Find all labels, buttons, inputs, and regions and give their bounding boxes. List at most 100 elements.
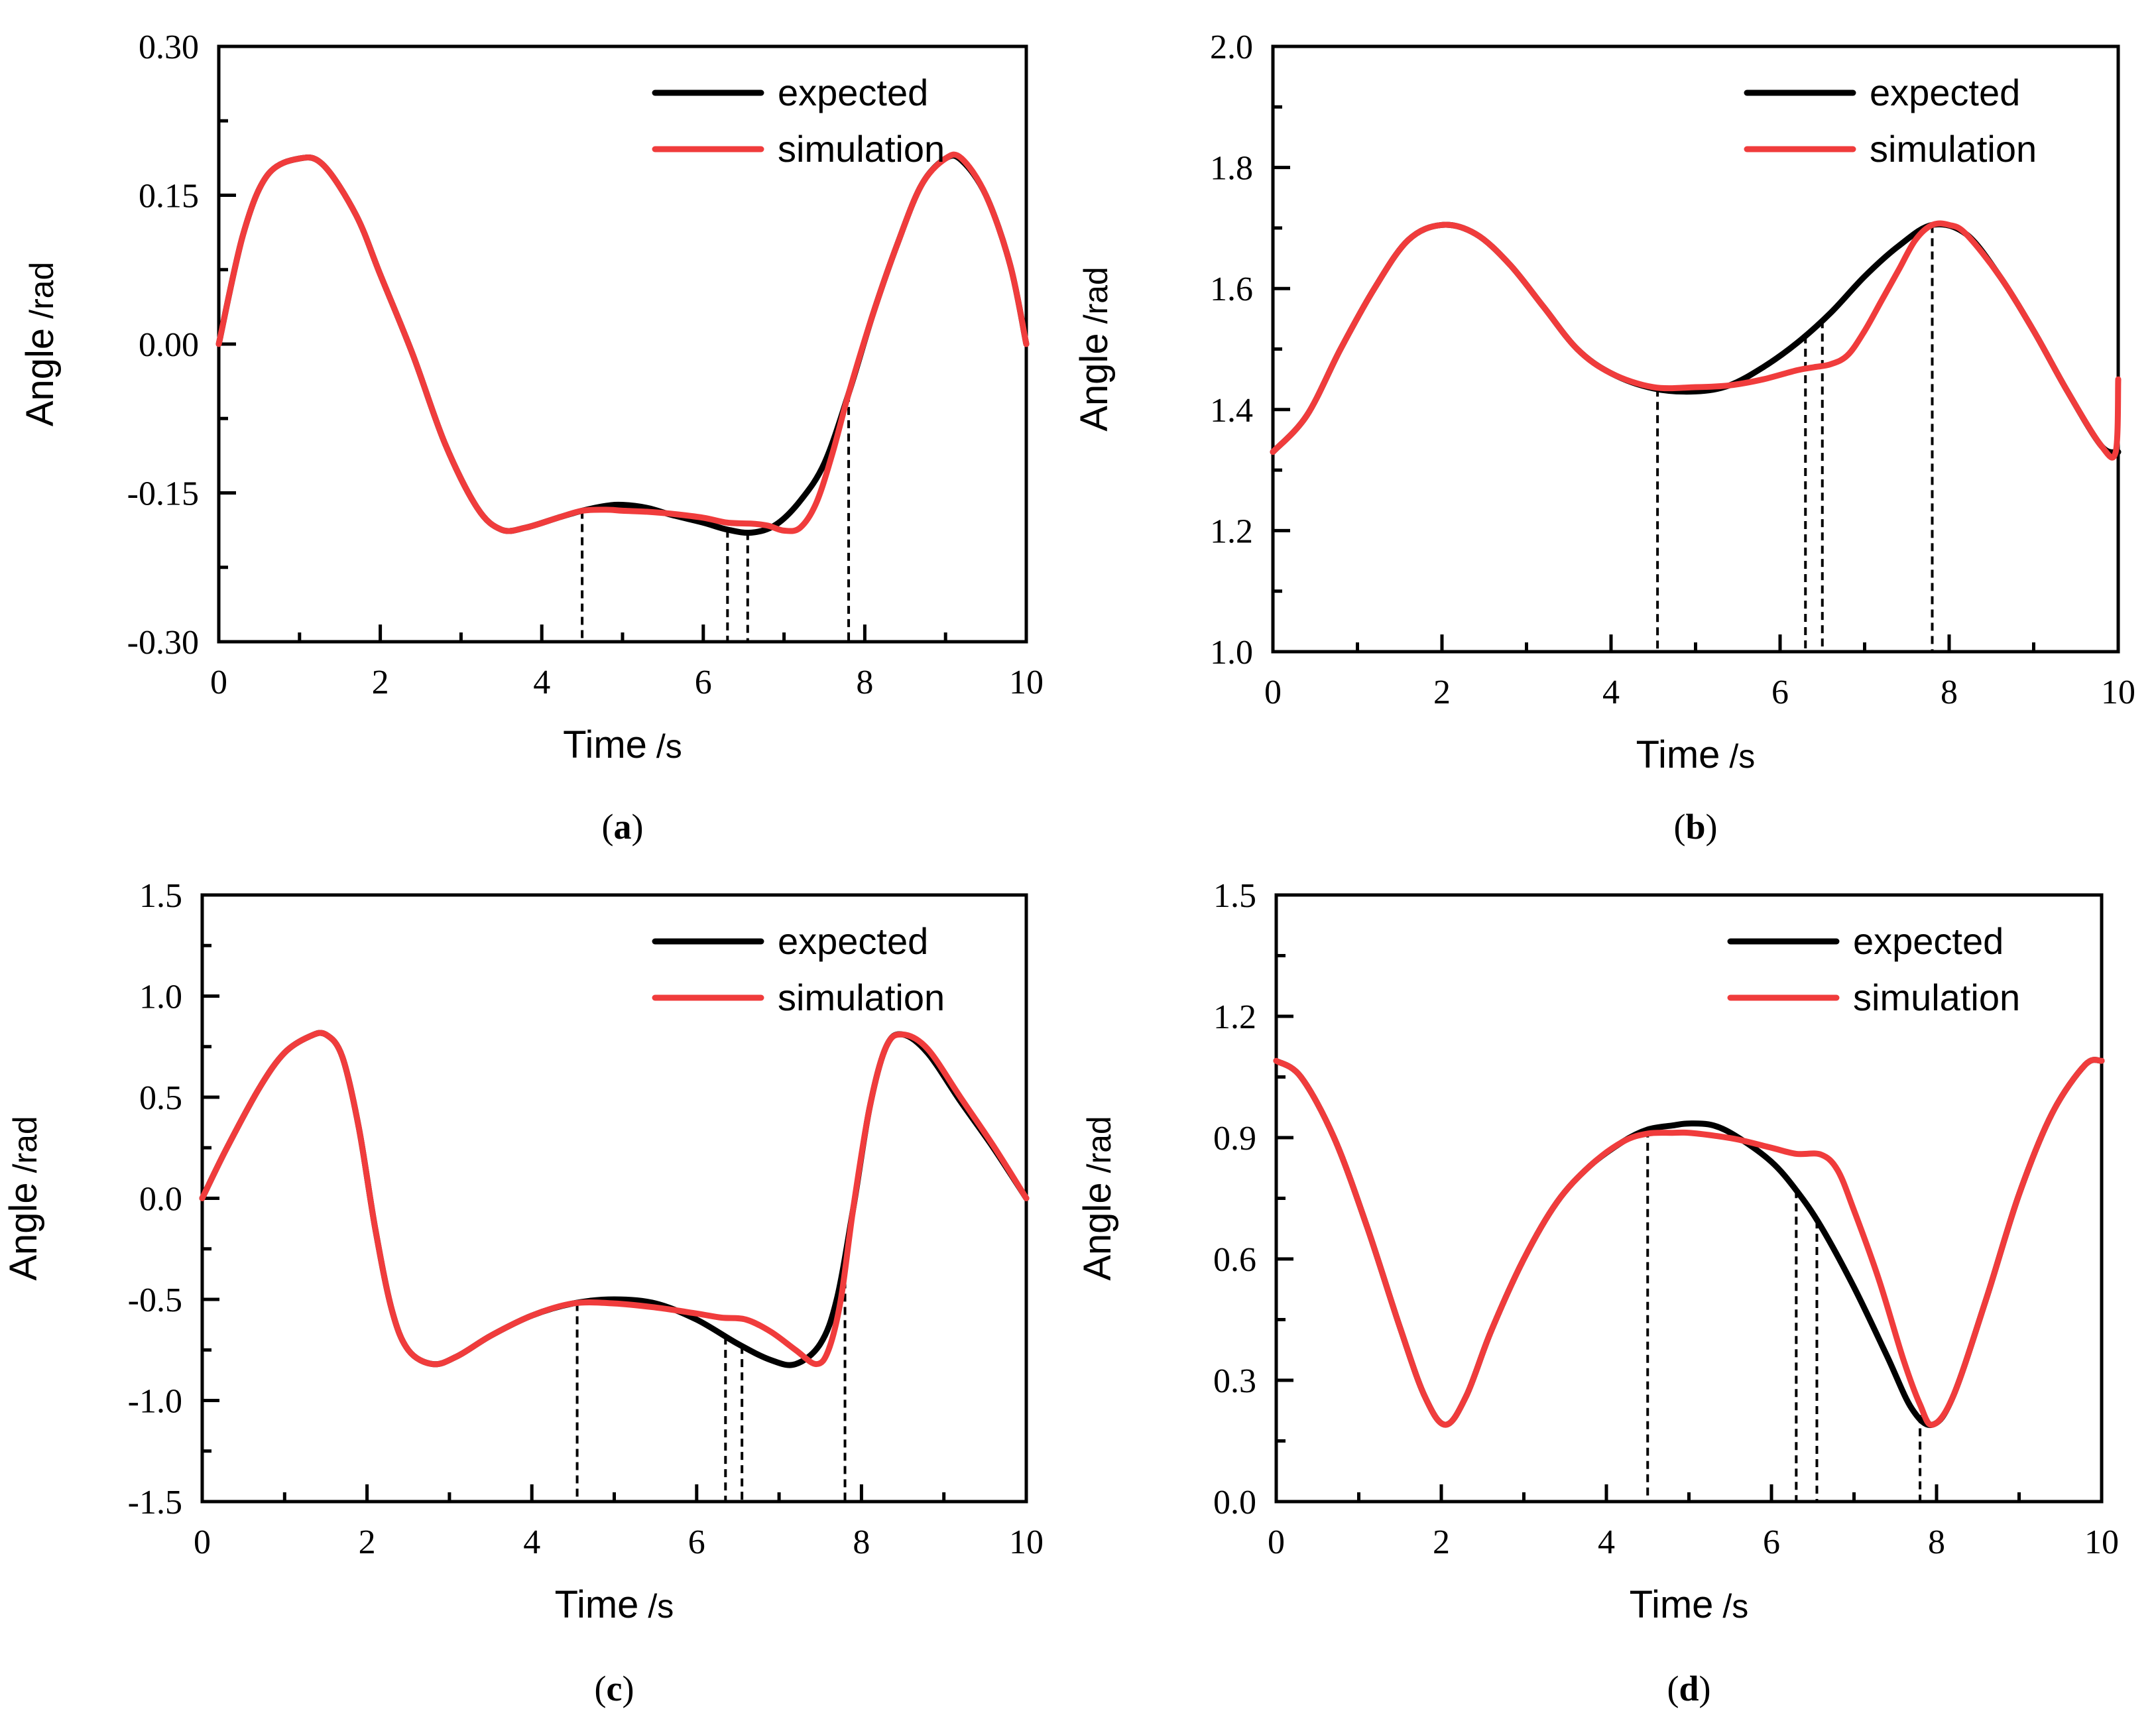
x-tick-label: 2 <box>372 664 389 701</box>
y-axis-title: Angle/rad <box>19 262 62 427</box>
x-tick-label: 0 <box>1268 1523 1285 1561</box>
legend-label-simulation: simulation <box>778 128 945 170</box>
x-tick-label: 2 <box>1433 674 1451 711</box>
y-axis-label: Angle <box>1076 1182 1119 1280</box>
panel-caption: (b) <box>1673 807 1717 847</box>
y-tick-label: 0.5 <box>139 1079 182 1117</box>
series-line-simulation <box>199 1030 1030 1368</box>
legend-label-simulation: simulation <box>1870 128 2037 170</box>
legend-label-simulation: simulation <box>1853 977 2020 1018</box>
x-tick-label: 10 <box>2084 1523 2119 1561</box>
y-axis-label: Angle <box>2 1182 45 1280</box>
x-axis-title: Time/s <box>1630 1583 1749 1626</box>
y-axis-title: Angle/rad <box>2 1116 45 1281</box>
y-tick-label: 0.00 <box>139 326 199 364</box>
x-tick-label: 10 <box>1009 1523 1044 1561</box>
x-tick-label: 4 <box>1602 674 1620 711</box>
y-tick-label: 1.8 <box>1210 150 1253 188</box>
x-tick-label: 8 <box>856 664 873 701</box>
caption-close-paren: ) <box>622 1669 634 1708</box>
series-line-simulation <box>1273 1057 2105 1428</box>
y-axis-title: Angle/rad <box>1076 1116 1119 1281</box>
legend-label-expected: expected <box>778 72 928 113</box>
series-line-simulation <box>215 151 1030 534</box>
x-axis-unit: /s <box>656 728 682 765</box>
caption-letter: b <box>1685 807 1705 847</box>
y-tick-label: 0.0 <box>1213 1484 1256 1521</box>
chart-panel-a: 0 2 4 6 8 10 -0.30 -0.15 0.00 0.15 0.30 Time/s Angle… <box>19 29 1044 847</box>
panel-caption: (c) <box>595 1669 634 1708</box>
x-axis-title: Time/s <box>1636 733 1756 776</box>
y-tick-label: 1.5 <box>139 877 182 915</box>
caption-close-paren: ) <box>632 807 644 847</box>
y-axis-unit: /rad <box>23 262 60 319</box>
y-axis-label: Angle <box>1073 333 1116 431</box>
y-tick-label: 1.0 <box>1210 634 1253 672</box>
legend-label-expected: expected <box>1870 72 2020 113</box>
legend-label-expected: expected <box>778 920 928 962</box>
caption-close-paren: ) <box>1699 1669 1711 1708</box>
x-axis-title: Time/s <box>555 1583 674 1626</box>
y-tick-label: 0.3 <box>1213 1362 1256 1400</box>
y-axis-title: Angle/rad <box>1073 267 1116 432</box>
x-axis-label: Time <box>1630 1583 1714 1626</box>
x-tick-label: 6 <box>1771 674 1789 711</box>
x-tick-label: 6 <box>1763 1523 1780 1561</box>
caption-open-paren: ( <box>1673 807 1685 847</box>
x-tick-label: 0 <box>194 1523 211 1561</box>
y-tick-label: -0.15 <box>127 475 199 513</box>
y-tick-label: -1.5 <box>128 1484 182 1521</box>
y-tick-label: 1.2 <box>1213 998 1256 1036</box>
x-tick-label: 0 <box>1264 674 1282 711</box>
x-tick-label: 4 <box>523 1523 540 1561</box>
y-tick-label: 1.5 <box>1213 877 1256 915</box>
y-tick-label: 0.15 <box>139 178 199 215</box>
series-line-expected <box>199 1030 1030 1368</box>
caption-open-paren: ( <box>595 1669 607 1708</box>
caption-letter: a <box>614 807 632 847</box>
x-tick-label: 2 <box>359 1523 376 1561</box>
y-tick-label: 0.0 <box>139 1181 182 1219</box>
y-axis-label: Angle <box>19 328 62 426</box>
x-axis-unit: /s <box>1729 738 1755 775</box>
y-tick-label: 1.0 <box>139 979 182 1016</box>
panel-caption: (a) <box>602 807 644 847</box>
x-axis-label: Time <box>563 723 647 766</box>
series-line-expected <box>1270 221 2122 455</box>
series-line-simulation <box>1270 220 2122 461</box>
x-tick-label: 6 <box>688 1523 705 1561</box>
x-axis-label: Time <box>1636 733 1720 776</box>
x-tick-label: 6 <box>695 664 712 701</box>
y-tick-label: -0.30 <box>127 624 199 662</box>
y-axis-unit: /rad <box>1077 267 1114 324</box>
y-tick-label: 2.0 <box>1210 29 1253 66</box>
x-tick-label: 8 <box>1941 674 1958 711</box>
chart-panel-c: 0 2 4 6 8 10 -1.5 -1.0 -0.5 0.0 0.5 1.0 1.5 Time/s Ang… <box>2 877 1044 1708</box>
x-axis-title: Time/s <box>563 723 682 766</box>
chart-panel-d: 0 2 4 6 8 10 0.0 0.3 0.6 0.9 1.2 1.5 Time/s Angle/rad… <box>1076 877 2119 1708</box>
legend-label-expected: expected <box>1853 920 2004 962</box>
x-tick-label: 10 <box>2101 674 2135 711</box>
x-axis-unit: /s <box>1722 1588 1748 1625</box>
caption-close-paren: ) <box>1706 807 1718 847</box>
chart-panel-b: 0 2 4 6 8 10 1.0 1.2 1.4 1.6 1.8 2.0 Time/s Angle/rad… <box>1073 29 2135 847</box>
caption-open-paren: ( <box>1667 1669 1679 1708</box>
series-line-expected <box>215 152 1030 536</box>
y-axis-unit: /rad <box>7 1116 44 1173</box>
y-tick-label: -1.0 <box>128 1383 182 1421</box>
caption-letter: d <box>1679 1669 1699 1708</box>
caption-open-paren: ( <box>602 807 614 847</box>
y-tick-label: 1.6 <box>1210 270 1253 308</box>
x-tick-label: 4 <box>533 664 550 701</box>
caption-letter: c <box>607 1669 623 1708</box>
x-axis-label: Time <box>555 1583 639 1626</box>
y-tick-label: 1.4 <box>1210 392 1253 430</box>
panel-caption: (d) <box>1667 1669 1710 1708</box>
y-tick-label: 1.2 <box>1210 512 1253 550</box>
y-tick-label: 0.6 <box>1213 1241 1256 1279</box>
y-axis-unit: /rad <box>1081 1116 1118 1173</box>
y-tick-label: 0.30 <box>139 29 199 66</box>
legend-label-simulation: simulation <box>778 977 945 1018</box>
series-line-expected <box>1273 1057 2105 1429</box>
